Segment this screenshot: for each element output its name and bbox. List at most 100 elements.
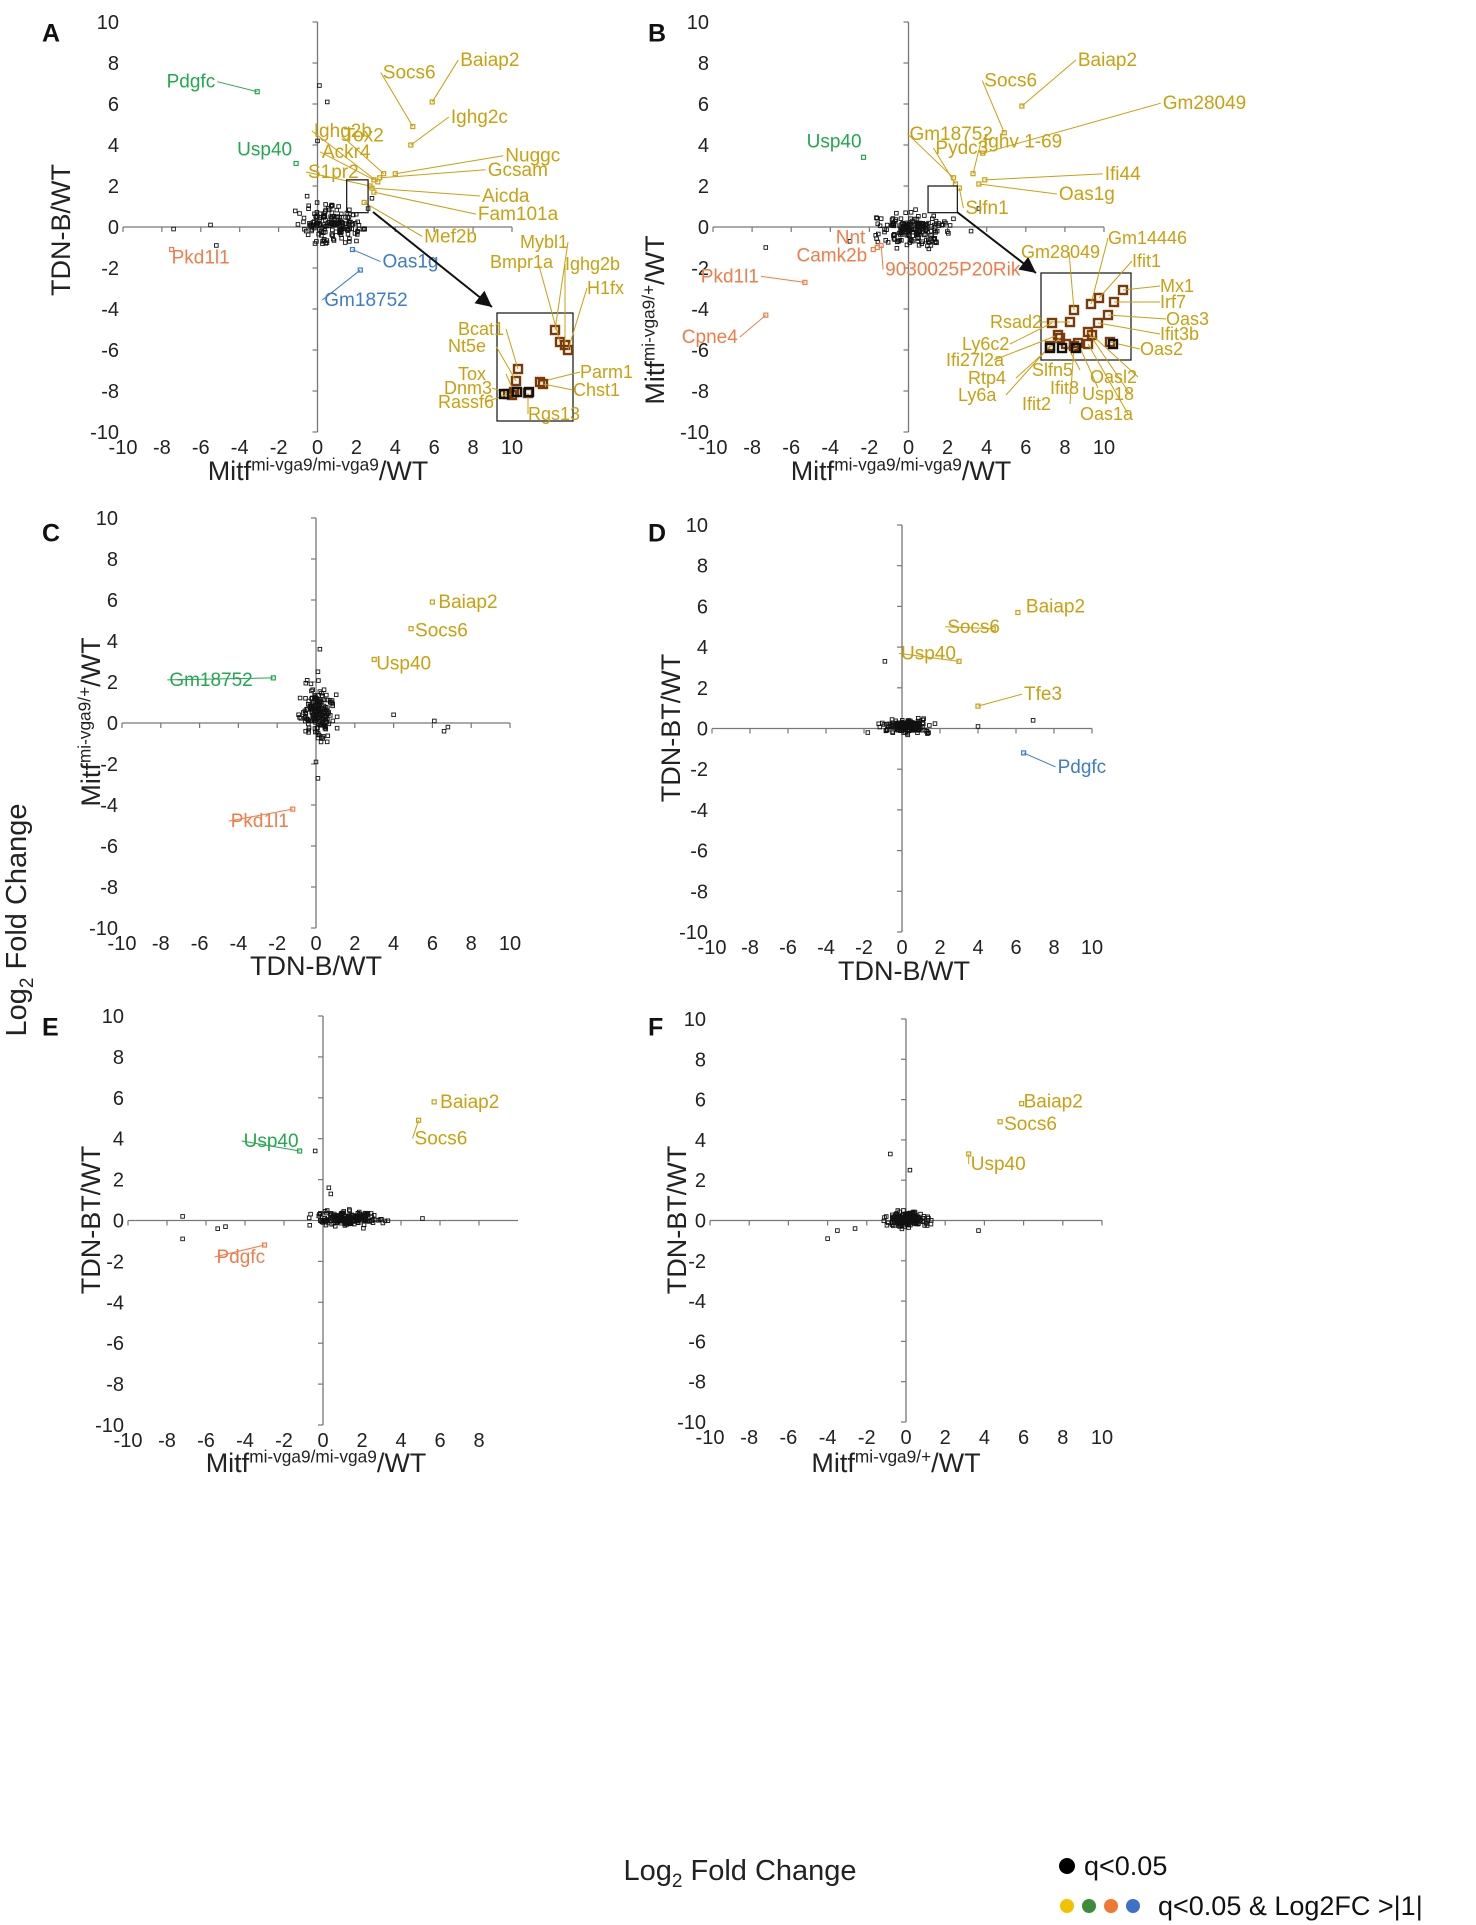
inset-sig-point [1044, 342, 1056, 354]
data-point [318, 1218, 323, 1224]
data-point [316, 732, 322, 738]
x-tick-label: 2 [356, 1430, 367, 1452]
data-point [928, 233, 933, 238]
y-axis-label: Mitfmi-vga9/+/WT [638, 235, 670, 404]
data-point [835, 1228, 840, 1233]
y-tick-label: 8 [695, 1049, 706, 1071]
data-point [314, 696, 320, 702]
gene-point-tfe3 [975, 703, 981, 709]
y-tick-label: -2 [101, 258, 119, 280]
data-point [343, 1221, 349, 1226]
data-point [315, 138, 320, 144]
data-point [875, 239, 881, 245]
gene-label-tfe3: Tfe3 [1024, 684, 1062, 705]
inset-gene-label-gm14446: Gm14446 [1108, 228, 1187, 248]
leader-line [371, 187, 480, 197]
data-point [928, 1221, 934, 1227]
y-tick-label: -10 [89, 918, 118, 940]
y-tick-label: -4 [106, 1292, 124, 1314]
x-tick-label: 2 [942, 437, 953, 459]
data-point [915, 238, 920, 244]
data-point [324, 1210, 329, 1216]
data-point [925, 243, 930, 249]
data-point [339, 225, 345, 231]
legend-fc-label: q<0.05 & Log2FC >|1| [1158, 1891, 1423, 1921]
data-point [309, 228, 314, 234]
y-tick-label: 10 [684, 1009, 706, 1031]
y-tick-label: -2 [106, 1251, 124, 1273]
leader-line [898, 652, 960, 662]
data-point [324, 692, 329, 698]
x-tick-label: -8 [152, 933, 170, 955]
leader-line [363, 201, 423, 237]
data-point [305, 701, 311, 707]
y-axis-label: TDN-BT/WT [76, 1146, 106, 1294]
y-tick-label: 8 [698, 53, 709, 75]
panel-b: B -10 -8 -6 -4 -2 0 2 4 6 8 10 -10 -8 -6 -4 -2 0 2 4 6 8 10 Mit… [638, 12, 1246, 486]
gene-label-tox2: Tox2 [344, 126, 384, 147]
data-point [899, 1226, 905, 1232]
inset-leader-line [537, 261, 561, 343]
legend-sig-label: q<0.05 [1084, 1851, 1167, 1881]
inset-leader-line [495, 345, 517, 382]
data-point [895, 725, 900, 730]
data-point [305, 707, 310, 712]
leader-line [305, 171, 371, 187]
inset-gene-label-mx1: Mx1 [1160, 276, 1194, 296]
inset-gene-label-h1fx: H1fx [587, 278, 624, 298]
y-tick-label: 4 [113, 1129, 124, 1151]
data-point [348, 219, 353, 225]
panel-c: C -10 -8 -6 -4 -2 0 2 4 6 8 10 -10 -8 -6 -4 -2 0 2 4 6 8 10 TDN… [42, 508, 521, 981]
y-tick-label: -2 [100, 754, 118, 776]
data-point [330, 233, 336, 239]
data-point [899, 1214, 905, 1220]
data-point [888, 1151, 893, 1157]
gene-point-baiap2 [1019, 1101, 1025, 1107]
data-point [865, 730, 871, 735]
data-point [910, 721, 915, 726]
gene-label-ifi44: Ifi44 [1105, 164, 1141, 185]
gene-label-pdgfc: Pdgfc [1058, 757, 1107, 778]
data-point [420, 1216, 425, 1221]
inset-gene-label-ly6c2: Ly6c2 [962, 334, 1009, 354]
data-point [323, 717, 329, 722]
x-tick-label: -10 [698, 937, 727, 959]
leader-line [228, 808, 293, 822]
y-axis-label: Mitfmi-vga9/+/WT [74, 637, 106, 806]
data-point [329, 232, 335, 237]
data-point [301, 219, 306, 225]
data-point [312, 726, 318, 731]
gene-point-socs6 [415, 1117, 422, 1123]
data-point [924, 237, 929, 243]
x-tick-label: 10 [1093, 437, 1115, 459]
data-point [345, 231, 351, 237]
inset-leader-line [1009, 322, 1053, 345]
data-point [371, 1212, 377, 1218]
data-point [334, 714, 340, 720]
leader-line [167, 677, 274, 681]
inset-gene-label-bmpr1a: Bmpr1a [490, 252, 554, 272]
y-tick-label: -4 [691, 299, 709, 321]
data-point [1030, 718, 1036, 723]
data-point [825, 1236, 830, 1241]
gene-point-pdgfc [1020, 750, 1027, 756]
data-point [308, 222, 314, 227]
data-point [327, 207, 332, 213]
data-point [314, 239, 319, 244]
data-point [305, 717, 311, 723]
x-tick-label: -8 [741, 937, 759, 959]
x-tick-label: 8 [1048, 937, 1059, 959]
y-tick-label: 6 [107, 590, 118, 612]
x-tick-label: -10 [696, 1427, 725, 1449]
data-point [916, 213, 921, 219]
x-tick-label: 6 [1020, 437, 1031, 459]
data-point [369, 196, 375, 201]
leader-line [739, 314, 767, 338]
data-point [910, 218, 915, 224]
data-point [327, 223, 332, 229]
y-tick-label: 2 [113, 1170, 124, 1192]
inset-gene-label-gm28049: Gm28049 [1021, 242, 1100, 262]
leader-line [319, 151, 375, 181]
data-point [882, 229, 887, 235]
data-point [891, 233, 896, 238]
